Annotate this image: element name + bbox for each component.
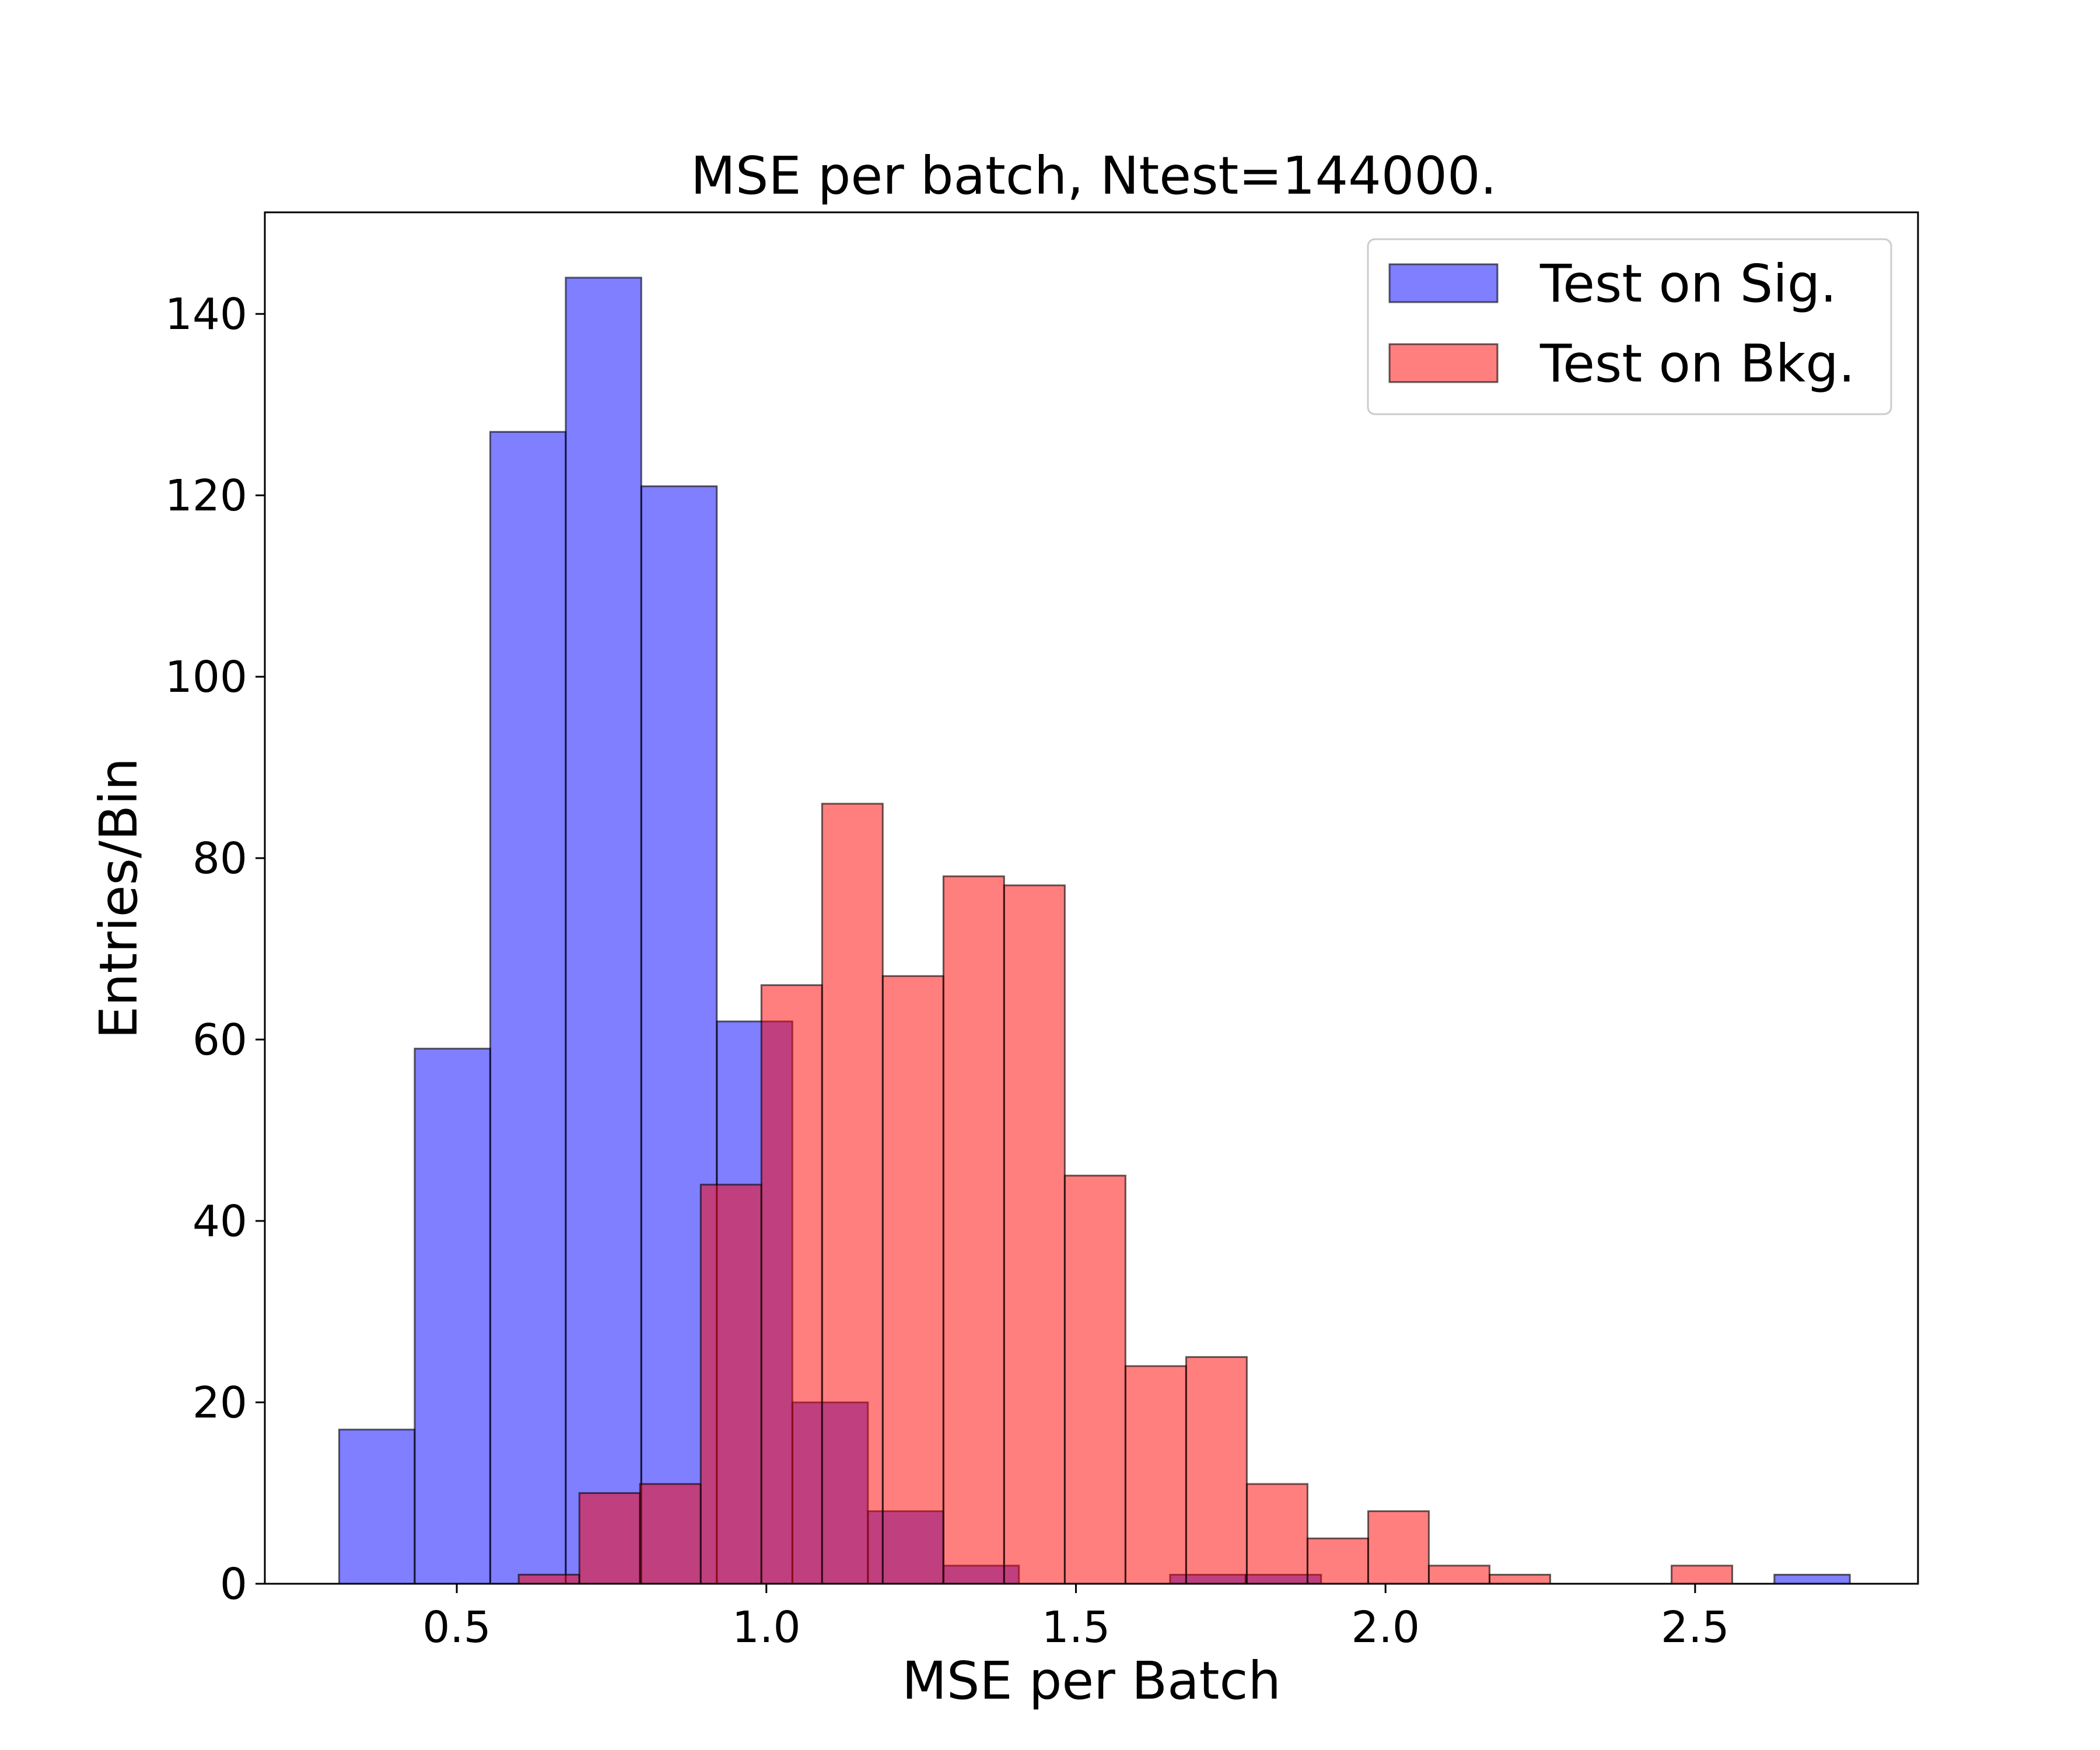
histogram-bar-bkg	[760, 984, 823, 1585]
y-tick-label: 120	[165, 471, 247, 521]
histogram-bar-sig	[414, 1048, 491, 1585]
histogram-bar-sig	[489, 430, 567, 1585]
histogram-bar-bkg	[1063, 1174, 1126, 1585]
histogram-bars	[338, 276, 1851, 1585]
plot-frame	[264, 211, 1919, 1585]
x-tick-label: 1.5	[1042, 1602, 1111, 1653]
y-tick-label: 60	[192, 1015, 247, 1065]
histogram-bar-bkg	[1124, 1365, 1187, 1585]
histogram-bar-sig	[338, 1429, 416, 1585]
y-tick-label: 100	[165, 652, 247, 702]
legend-label-sig: Test on Sig.	[1539, 253, 1837, 314]
x-tick-label: 0.5	[422, 1602, 491, 1653]
histogram-bar-bkg	[1488, 1573, 1552, 1585]
x-axis-ticks: 0.5 1.0 1.5 2.0 2.5	[422, 1584, 1730, 1653]
histogram-bar-bkg	[1185, 1356, 1248, 1585]
histogram-bar-bkg	[1427, 1564, 1490, 1585]
histogram-bar-bkg	[821, 803, 884, 1585]
x-tick-label: 2.5	[1661, 1602, 1730, 1653]
y-tick-label: 140	[165, 289, 247, 340]
y-tick-label: 80	[192, 834, 247, 884]
legend-swatch-bkg	[1388, 343, 1499, 383]
histogram-bar-bkg	[881, 975, 944, 1585]
histogram-bar-bkg	[1671, 1564, 1734, 1585]
histogram-bar-bkg	[1245, 1483, 1308, 1585]
x-axis-label: MSE per Batch	[902, 1650, 1281, 1711]
legend-swatch-sig	[1388, 263, 1499, 303]
y-axis-label: Entries/Bin	[88, 758, 149, 1039]
histogram-bar-bkg	[1306, 1537, 1369, 1585]
y-axis-ticks: 0 20 40 60 80 100 120 140	[165, 289, 265, 1609]
histogram-bar-bkg	[699, 1184, 762, 1585]
y-tick-label: 0	[220, 1559, 247, 1609]
legend: Test on Sig. Test on Bkg.	[1367, 238, 1892, 415]
histogram-bar-bkg	[639, 1483, 702, 1585]
x-tick-label: 2.0	[1351, 1602, 1420, 1653]
legend-frame	[1367, 238, 1892, 415]
histogram-bar-sig	[565, 276, 642, 1585]
histogram-bar-bkg	[942, 875, 1005, 1585]
histogram-bar-sig	[1773, 1573, 1851, 1585]
histogram-bar-bkg	[578, 1492, 641, 1585]
y-tick-label: 20	[192, 1378, 247, 1428]
histogram-bar-bkg	[517, 1573, 580, 1585]
histogram-bar-bkg	[1367, 1510, 1430, 1585]
chart-title: MSE per batch, Ntest=144000.	[691, 145, 1497, 206]
histogram-bar-bkg	[1003, 884, 1066, 1585]
x-tick-label: 1.0	[732, 1602, 801, 1653]
legend-label-bkg: Test on Bkg.	[1539, 333, 1855, 394]
y-tick-label: 40	[192, 1196, 247, 1247]
